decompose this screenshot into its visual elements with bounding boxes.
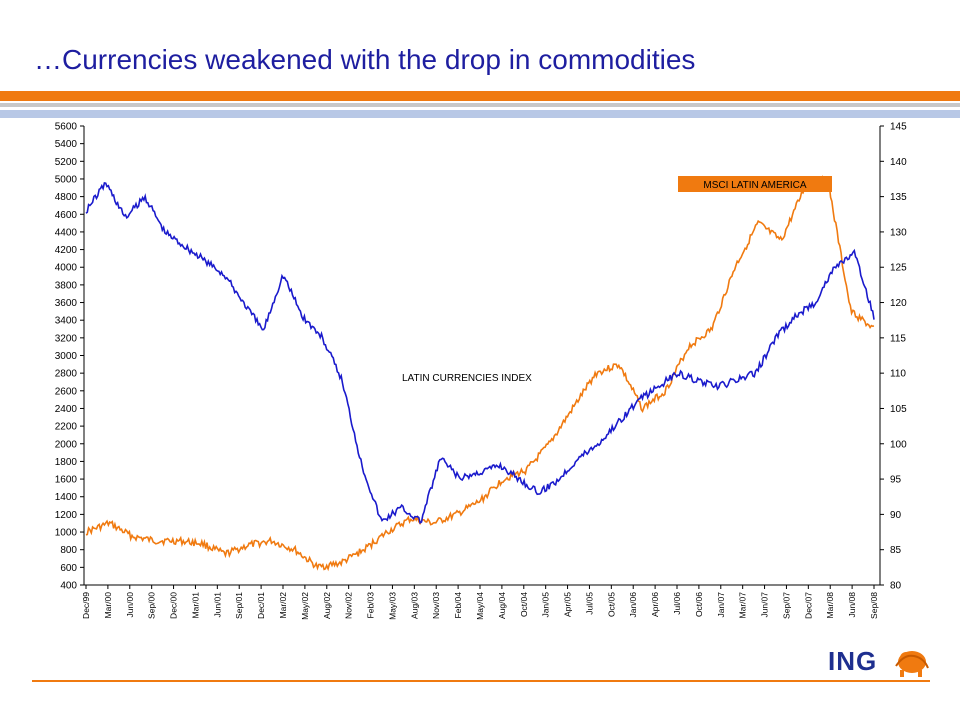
right-tick-label: 85 (890, 545, 902, 556)
currency-annotation: LATIN CURRENCIES INDEX (402, 373, 532, 384)
footer-orange-line (32, 680, 930, 682)
x-tick-label: Dec/01 (256, 592, 266, 619)
x-tick-label: Dec/00 (169, 592, 179, 619)
ing-logo-text: ING (828, 646, 878, 676)
left-tick-label: 5200 (55, 157, 78, 168)
right-tick-label: 100 (890, 439, 907, 450)
x-tick-label: Dec/07 (803, 592, 813, 619)
x-tick-label: Sep/00 (147, 592, 157, 619)
x-tick-label: Aug/03 (409, 592, 419, 619)
left-tick-label: 5000 (55, 174, 78, 185)
x-tick-label: Jan/05 (541, 592, 551, 618)
ing-logo: ING (828, 644, 934, 678)
x-tick-label: May/03 (387, 592, 397, 620)
msci-annotation: MSCI LATIN AMERICA (703, 180, 806, 191)
x-tick-label: Mar/08 (825, 592, 835, 619)
header-grey-band (0, 103, 960, 107)
header-blue-band (0, 110, 960, 118)
x-tick-label: Jul/06 (672, 592, 682, 615)
lion-icon (895, 651, 929, 677)
left-tick-label: 3600 (55, 298, 78, 309)
left-tick-label: 4400 (55, 227, 78, 238)
right-tick-label: 110 (890, 369, 906, 380)
left-tick-label: 1600 (55, 475, 78, 486)
x-tick-label: Mar/07 (738, 592, 748, 619)
left-tick-label: 3400 (55, 316, 78, 327)
x-tick-label: Jun/00 (125, 592, 135, 618)
left-tick-label: 800 (60, 545, 77, 556)
right-tick-label: 140 (890, 157, 907, 168)
left-tick-label: 4000 (55, 263, 78, 274)
x-tick-label: Nov/03 (431, 592, 441, 619)
left-tick-label: 4600 (55, 210, 78, 221)
x-tick-label: Oct/04 (519, 592, 529, 617)
x-tick-label: Feb/04 (453, 592, 463, 619)
x-tick-label: Oct/06 (694, 592, 704, 617)
x-tick-label: Aug/02 (322, 592, 332, 619)
right-tick-label: 120 (890, 298, 907, 309)
x-tick-label: Jun/08 (847, 592, 857, 618)
left-tick-label: 1000 (55, 528, 78, 539)
left-tick-label: 1800 (55, 457, 78, 468)
left-tick-label: 2000 (55, 439, 78, 450)
x-tick-label: May/02 (300, 592, 310, 620)
left-tick-label: 1400 (55, 492, 78, 503)
x-tick-label: Feb/03 (366, 592, 376, 619)
x-tick-label: Jun/01 (212, 592, 222, 618)
left-tick-label: 5400 (55, 139, 78, 150)
x-tick-label: Aug/04 (497, 592, 507, 619)
right-tick-label: 115 (890, 333, 906, 344)
x-tick-label: Sep/01 (234, 592, 244, 619)
left-tick-label: 3200 (55, 333, 78, 344)
x-tick-label: Apr/06 (650, 592, 660, 617)
left-tick-label: 400 (60, 581, 77, 592)
right-tick-label: 145 (890, 122, 907, 133)
left-tick-label: 5600 (55, 122, 78, 133)
x-tick-label: Sep/08 (869, 592, 879, 619)
right-tick-label: 80 (890, 581, 902, 592)
x-tick-label: Sep/07 (781, 592, 791, 619)
x-tick-label: Mar/01 (190, 592, 200, 619)
right-tick-label: 90 (890, 510, 902, 521)
header-orange-band (0, 91, 960, 101)
right-tick-label: 125 (890, 263, 907, 274)
x-tick-label: May/04 (475, 592, 485, 620)
x-tick-label: Jul/05 (584, 592, 594, 615)
left-tick-label: 2800 (55, 369, 78, 380)
x-tick-label: Nov/02 (344, 592, 354, 619)
series-line-msci-latin-america (85, 174, 875, 572)
x-tick-label: Mar/02 (278, 592, 288, 619)
left-tick-label: 2200 (55, 422, 78, 433)
x-tick-label: Oct/05 (606, 592, 616, 617)
left-tick-label: 3800 (55, 280, 78, 291)
left-tick-label: 4800 (55, 192, 78, 203)
x-tick-label: Jan/06 (628, 592, 638, 618)
left-tick-label: 1200 (55, 510, 78, 521)
right-tick-label: 105 (890, 404, 907, 415)
left-tick-label: 4200 (55, 245, 78, 256)
right-tick-label: 95 (890, 475, 902, 486)
msci-label-box (678, 176, 832, 192)
right-tick-label: 130 (890, 227, 907, 238)
slide-title: …Currencies weakened with the drop in co… (34, 44, 696, 75)
x-tick-label: Apr/05 (563, 592, 573, 617)
left-tick-label: 3000 (55, 351, 78, 362)
left-tick-label: 2400 (55, 404, 78, 415)
x-tick-label: Jun/07 (760, 592, 770, 618)
left-tick-label: 2600 (55, 386, 78, 397)
x-tick-label: Dec/99 (81, 592, 91, 619)
series-line-latin-currencies-index (85, 181, 875, 525)
chart-root: 400 600 800 1000 1200 1400 1600 1800 2000 2200 240… (55, 122, 907, 620)
x-tick-label: Mar/00 (103, 592, 113, 619)
x-tick-label: Jan/07 (716, 592, 726, 618)
left-tick-label: 600 (60, 563, 77, 574)
right-tick-label: 135 (890, 192, 907, 203)
